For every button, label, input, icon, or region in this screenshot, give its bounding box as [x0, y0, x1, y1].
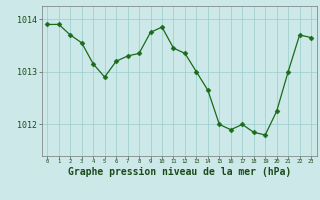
X-axis label: Graphe pression niveau de la mer (hPa): Graphe pression niveau de la mer (hPa): [68, 167, 291, 177]
